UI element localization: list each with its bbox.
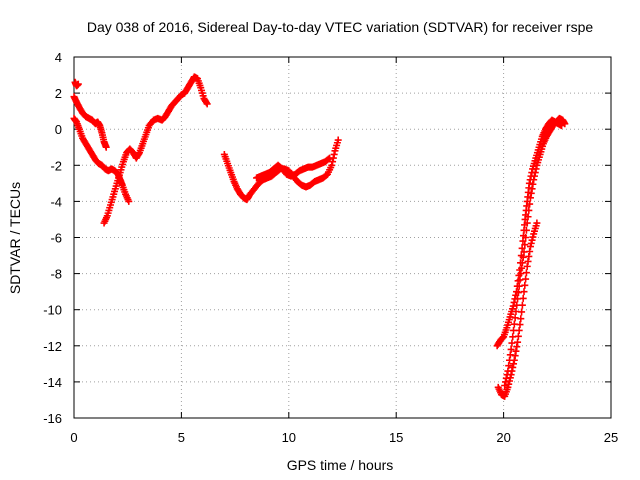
data-point — [125, 197, 133, 205]
y-tick-label: -4 — [50, 194, 62, 209]
y-tick-label: 4 — [55, 50, 62, 65]
data-point — [523, 262, 531, 270]
data-point — [518, 264, 526, 272]
data-point — [514, 289, 522, 297]
data-point — [512, 308, 520, 316]
data-point — [510, 320, 518, 328]
y-axis-label: SDTVAR / TECUs — [7, 182, 23, 294]
y-tick-label: -12 — [43, 339, 62, 354]
data-point — [514, 295, 522, 303]
data-point — [525, 179, 533, 187]
data-point — [501, 382, 509, 390]
data-point — [516, 276, 524, 284]
x-tick-label: 20 — [496, 430, 510, 445]
data-point — [135, 150, 143, 158]
data-point — [522, 234, 530, 241]
data-point — [528, 185, 536, 193]
data-point — [504, 367, 512, 375]
x-tick-label: 25 — [604, 430, 618, 445]
data-point — [520, 288, 528, 296]
data-point — [530, 176, 538, 184]
x-tick-label: 15 — [389, 430, 403, 445]
data-point — [519, 253, 527, 261]
data-point — [522, 226, 530, 234]
data-point — [513, 301, 521, 309]
x-tick-label: 0 — [70, 430, 77, 445]
y-tick-label: -16 — [43, 411, 62, 426]
data-point — [532, 165, 540, 173]
data-point — [527, 189, 535, 197]
y-tick-label: 0 — [55, 122, 62, 137]
y-tick-label: -2 — [50, 158, 62, 173]
data-point — [505, 362, 513, 370]
data-point — [561, 120, 569, 128]
data-point — [511, 352, 519, 360]
data-point — [529, 233, 537, 241]
data-point — [203, 100, 211, 108]
data-point — [526, 194, 534, 202]
data-point — [510, 326, 518, 334]
data-point — [74, 80, 82, 88]
y-tick-label: -10 — [43, 303, 62, 318]
data-point — [506, 356, 514, 364]
data-point — [518, 244, 526, 252]
data-point — [521, 281, 529, 289]
data-point — [509, 363, 517, 371]
data-point — [511, 314, 519, 322]
data-point — [528, 236, 536, 244]
data-point — [501, 378, 509, 386]
data-point — [510, 360, 518, 368]
data-point — [520, 248, 528, 256]
x-tick-label: 5 — [178, 430, 185, 445]
data-point — [509, 302, 517, 310]
x-tick-label: 10 — [282, 430, 296, 445]
data-point — [503, 371, 511, 379]
data-point — [530, 172, 538, 180]
data-point — [202, 99, 210, 107]
data-point — [513, 343, 521, 351]
data-point — [526, 243, 534, 251]
data-point — [509, 333, 517, 341]
data-point — [517, 270, 525, 278]
data-point — [526, 200, 534, 208]
data-point — [524, 213, 532, 221]
data-point — [334, 136, 342, 144]
data-point — [522, 269, 530, 277]
data-point — [502, 374, 510, 382]
data-point — [525, 206, 533, 214]
y-tick-label: -8 — [50, 267, 62, 282]
data-point — [507, 345, 515, 353]
data-point — [329, 158, 337, 166]
data-points — [70, 73, 569, 400]
data-point — [328, 161, 336, 169]
y-tick-label: 2 — [55, 86, 62, 101]
y-tick-label: -14 — [43, 375, 62, 390]
data-point — [524, 257, 532, 265]
data-point — [521, 241, 529, 249]
data-point — [514, 338, 522, 346]
data-point — [531, 169, 539, 177]
data-point — [508, 339, 516, 347]
data-point — [326, 154, 334, 162]
data-point — [512, 347, 520, 355]
y-tick-label: -6 — [50, 231, 62, 246]
data-point — [533, 219, 541, 227]
data-point — [325, 155, 333, 163]
data-point — [102, 143, 110, 151]
data-point — [523, 219, 531, 227]
data-point — [518, 259, 526, 267]
data-point — [525, 252, 533, 260]
data-point — [517, 315, 525, 323]
data-point — [522, 275, 530, 283]
data-point — [330, 150, 338, 158]
data-point — [515, 282, 523, 290]
data-point — [529, 180, 537, 188]
grid — [74, 57, 611, 418]
x-axis-label: GPS time / hours — [287, 457, 394, 473]
chart-title: Day 038 of 2016, Sidereal Day-to-day VTE… — [87, 19, 593, 35]
data-point — [506, 351, 514, 359]
data-point — [527, 239, 535, 247]
